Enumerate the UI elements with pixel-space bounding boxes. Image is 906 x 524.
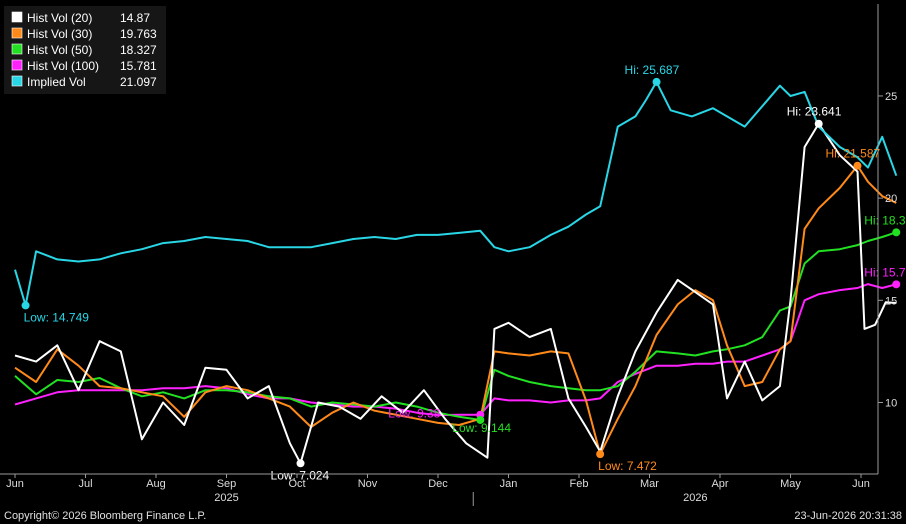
y-tick-label: 15 (885, 295, 897, 307)
extreme-marker (21, 301, 30, 310)
x-tick-label: Mar (640, 478, 659, 490)
extreme-marker (596, 450, 605, 459)
x-tick-label: Jun (852, 478, 870, 490)
copyright-text: Copyright© 2026 Bloomberg Finance L.P. (4, 510, 206, 522)
legend-series-name: Hist Vol (30) (27, 27, 92, 41)
x-tick-label: Feb (570, 478, 589, 490)
x-tick-label: Sep (217, 478, 237, 490)
series-line-hist-vol-50 (14, 231, 897, 421)
legend-series-value: 19.763 (120, 27, 157, 41)
extreme-label: Hi: 23.641 (787, 105, 842, 119)
legend-swatch (11, 75, 23, 87)
extreme-label: Hi: 21.587 (825, 147, 880, 161)
extreme-marker (853, 161, 862, 170)
y-tick-label: 20 (885, 193, 897, 205)
legend-swatch (11, 43, 23, 55)
series-line-implied-vol (14, 80, 898, 307)
timestamp-text: 23-Jun-2026 20:31:38 (794, 510, 902, 522)
x-tick-label: May (780, 478, 801, 490)
x-tick-label: Jul (78, 478, 92, 490)
legend-series-name: Hist Vol (20) (27, 11, 92, 25)
legend-swatch (11, 59, 23, 71)
x-tick-label: Oct (288, 478, 305, 490)
legend-series-value: 18.327 (120, 43, 157, 57)
series-line-hist-vol-20 (14, 122, 897, 465)
extreme-label: Low: 14.749 (24, 310, 90, 324)
x-tick-label: Apr (711, 478, 728, 490)
y-tick-label: 10 (885, 397, 897, 409)
x-axis: Jun Jul Aug Sep Oct Nov Dec Jan Feb Mar Apr May Jun 2… (0, 473, 878, 506)
legend-series-name: Hist Vol (50) (27, 43, 92, 57)
extreme-label: Hi: 15.794 (864, 265, 906, 279)
plot-lines (14, 80, 898, 465)
y-tick-label: 25 (885, 91, 897, 103)
legend-series-name: Implied Vol (27, 75, 86, 89)
legend-series-value: 14.87 (120, 11, 150, 25)
x-tick-label: Dec (428, 478, 448, 490)
extreme-label: Low: 9.38 (388, 407, 440, 421)
extreme-label: Hi: 25.687 (625, 63, 680, 77)
legend-series-name: Hist Vol (100) (27, 59, 99, 73)
extreme-marker (296, 459, 305, 468)
year-label: 2026 (683, 492, 707, 504)
x-tick-label: Aug (146, 478, 166, 490)
extreme-label: Low: 7.024 (271, 468, 330, 482)
legend: Hist Vol (20) 14.87 Hist Vol (30) 19.763 His… (4, 6, 166, 94)
extreme-marker (476, 415, 485, 424)
extreme-marker (892, 280, 901, 289)
y-axis: 10 15 20 25 (877, 4, 897, 474)
extreme-marker (892, 228, 901, 237)
legend-series-value: 21.097 (120, 75, 157, 89)
extreme-marker (652, 77, 661, 86)
extreme-label: Low: 9.144 (452, 421, 511, 435)
legend-box (4, 6, 166, 94)
legend-series-value: 15.781 (120, 59, 157, 73)
x-tick-label: Jan (500, 478, 518, 490)
legend-swatch (11, 27, 23, 39)
x-tick-label: Jun (6, 478, 24, 490)
extreme-label: Low: 7.472 (598, 459, 657, 473)
legend-swatch (11, 11, 23, 23)
chart-markers: Low: 14.749 Hi: 25.687 Hi: 23.641 Hi: 21.58… (21, 63, 906, 482)
year-label: 2025 (214, 492, 238, 504)
extreme-marker (814, 119, 823, 128)
x-tick-label: Nov (358, 478, 378, 490)
extreme-label: Hi: 18.327 (864, 213, 906, 227)
series-line-hist-vol-30 (14, 164, 897, 456)
